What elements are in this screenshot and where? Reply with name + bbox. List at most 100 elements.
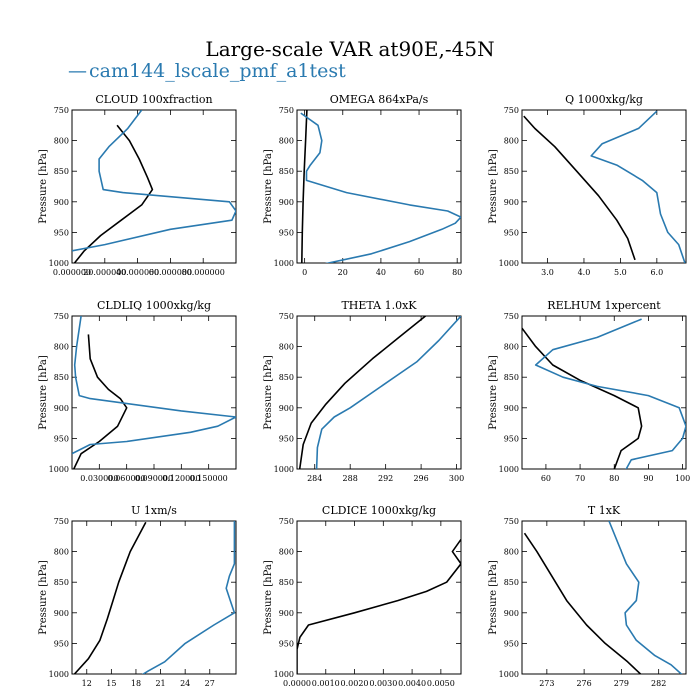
- x-tick-label: 27: [205, 679, 215, 688]
- panel-4: CLDLIQ 1000xkg/kg Pressure [hPa] 750 800 850…: [38, 299, 237, 483]
- series-line-blue: [300, 112, 461, 263]
- legend: — cam144_lscale_pmf_a1test: [68, 60, 346, 82]
- panel-title: CLOUD 100xfraction: [95, 93, 212, 106]
- x-tick-label: 15: [106, 679, 116, 688]
- y-tick-label: 850: [279, 578, 294, 587]
- y-tick-label: 950: [54, 434, 69, 443]
- series-line-black: [523, 532, 642, 674]
- y-tick-label: 900: [279, 609, 294, 618]
- y-tick-label: 900: [504, 198, 519, 207]
- main-title: Large-scale VAR at90E,-45N: [205, 37, 494, 61]
- panels-grid: CLOUD 100xfraction Pressure [hPa] 750 800 85…: [38, 93, 690, 688]
- panel-title: U 1xm/s: [131, 504, 177, 517]
- x-tick-label: 12: [82, 679, 92, 688]
- x-tick-label: 296: [413, 474, 428, 483]
- y-axis-label: Pressure [hPa]: [263, 355, 274, 430]
- x-tick-label: 20: [338, 268, 348, 277]
- series-line-black: [73, 521, 147, 674]
- y-tick-label: 800: [279, 343, 294, 352]
- y-axis-label: Pressure [hPa]: [38, 355, 49, 430]
- series-line-black: [523, 115, 636, 261]
- y-axis-label: Pressure [hPa]: [38, 149, 49, 224]
- y-tick-label: 800: [279, 548, 294, 557]
- y-tick-label: 1000: [49, 259, 69, 268]
- panel-title: THETA 1.0xK: [341, 299, 417, 312]
- x-tick-label: 0.0030: [369, 679, 397, 688]
- panel-title: CLDICE 1000xkg/kg: [322, 504, 436, 517]
- y-axis-label: Pressure [hPa]: [263, 149, 274, 224]
- y-tick-label: 800: [279, 137, 294, 146]
- y-tick-label: 750: [504, 312, 519, 321]
- series-line-blue: [72, 316, 236, 455]
- panel-title: RELHUM 1xpercent: [547, 299, 661, 312]
- y-tick-label: 800: [504, 343, 519, 352]
- plot-frame: [71, 109, 237, 264]
- y-tick-label: 800: [54, 343, 69, 352]
- x-tick-label: 282: [651, 679, 666, 688]
- panel-9: T 1xK Pressure [hPa] 750 800 850 900 950 1000 27…: [488, 504, 687, 688]
- x-tick-label: 273: [539, 679, 554, 688]
- y-axis-label: Pressure [hPa]: [488, 149, 499, 224]
- y-tick-label: 750: [504, 106, 519, 115]
- y-tick-label: 950: [279, 434, 294, 443]
- x-tick-label: 80.000000: [182, 268, 225, 277]
- y-tick-label: 850: [504, 578, 519, 587]
- y-tick-label: 950: [54, 228, 69, 237]
- legend-symbol: —: [68, 60, 87, 82]
- y-tick-label: 900: [54, 198, 69, 207]
- x-tick-label: 276: [576, 679, 591, 688]
- series-line-blue: [315, 316, 461, 469]
- x-tick-label: 80: [452, 268, 462, 277]
- plot-frame: [296, 109, 462, 264]
- legend-label: cam144_lscale_pmf_a1test: [89, 60, 346, 82]
- y-tick-label: 1000: [49, 465, 69, 474]
- plot-frame: [71, 315, 237, 470]
- y-tick-label: 850: [54, 373, 69, 382]
- plot-frame: [521, 315, 687, 470]
- y-tick-label: 750: [54, 517, 69, 526]
- x-tick-label: 0.150000: [190, 474, 228, 483]
- y-tick-label: 750: [54, 106, 69, 115]
- x-tick-label: 0.0050: [427, 679, 455, 688]
- x-tick-label: 20.000000: [83, 268, 126, 277]
- panel-5: THETA 1.0xK Pressure [hPa] 750 800 850 900 950…: [263, 299, 464, 483]
- y-tick-label: 1000: [274, 465, 294, 474]
- y-tick-label: 850: [279, 373, 294, 382]
- panel-8: CLDICE 1000xkg/kg Pressure [hPa] 750 800 850…: [263, 504, 462, 688]
- series-line-black: [522, 327, 643, 469]
- x-tick-label: 300: [449, 474, 464, 483]
- y-tick-label: 900: [54, 404, 69, 413]
- y-tick-label: 750: [279, 517, 294, 526]
- panel-7: U 1xm/s Pressure [hPa] 750 800 850 900 950 1000…: [38, 504, 237, 688]
- x-tick-label: 60: [541, 474, 551, 483]
- panel-title: T 1xK: [588, 504, 621, 517]
- y-tick-label: 900: [279, 404, 294, 413]
- x-tick-label: 284: [307, 474, 322, 483]
- x-tick-label: 279: [614, 679, 629, 688]
- x-tick-label: 100: [675, 474, 690, 483]
- x-tick-label: 4.0: [578, 268, 591, 277]
- x-tick-label: 70: [575, 474, 585, 483]
- y-tick-label: 800: [54, 548, 69, 557]
- x-tick-label: 90: [643, 474, 653, 483]
- series-line-black: [73, 124, 154, 263]
- panel-title: CLDLIQ 1000xkg/kg: [97, 299, 211, 312]
- x-tick-label: 60: [414, 268, 424, 277]
- y-tick-label: 850: [504, 167, 519, 176]
- panel-title: OMEGA 864xPa/s: [330, 93, 429, 106]
- plot-frame: [296, 520, 462, 675]
- y-tick-label: 950: [504, 228, 519, 237]
- x-tick-label: 292: [378, 474, 393, 483]
- y-tick-label: 950: [504, 434, 519, 443]
- y-tick-label: 750: [504, 517, 519, 526]
- x-tick-label: 288: [343, 474, 358, 483]
- y-tick-label: 850: [54, 167, 69, 176]
- y-tick-label: 800: [504, 137, 519, 146]
- y-tick-label: 900: [279, 198, 294, 207]
- x-tick-label: 0.060000: [108, 474, 146, 483]
- y-tick-label: 900: [504, 404, 519, 413]
- x-tick-label: 6.0: [650, 268, 663, 277]
- x-tick-label: 21: [155, 679, 165, 688]
- series-line-blue: [608, 521, 683, 674]
